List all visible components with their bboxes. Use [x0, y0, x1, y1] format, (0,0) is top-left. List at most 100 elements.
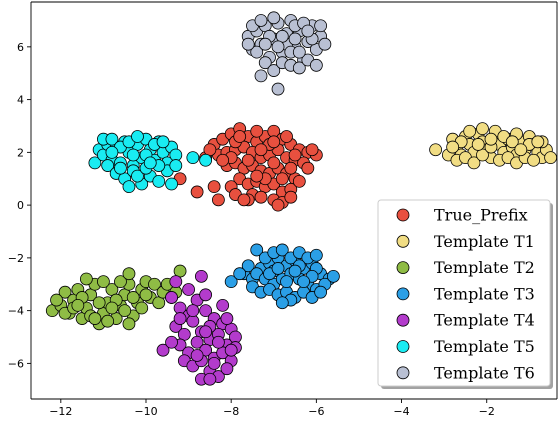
point-template-t5	[88, 156, 102, 170]
legend-marker-true-prefix	[396, 208, 410, 222]
point-template-t2	[114, 275, 127, 289]
x-axis-ticks: −12 −10 −8 −6 −4 −2	[49, 399, 495, 418]
point-template-t6	[309, 58, 323, 72]
point-template-t2	[148, 277, 161, 291]
y-tick-label: −2	[8, 252, 24, 265]
point-template-t5	[101, 159, 115, 172]
point-template-t4	[212, 335, 225, 349]
point-template-t3	[250, 243, 264, 257]
point-template-t5	[105, 145, 119, 159]
point-true-prefix	[288, 148, 302, 162]
point-template-t2	[71, 298, 85, 312]
point-template-t4	[199, 325, 213, 339]
point-template-t1	[467, 156, 481, 170]
point-template-t1	[531, 135, 545, 149]
point-template-t1	[429, 143, 443, 157]
point-template-t1	[463, 124, 477, 138]
x-tick-label: −10	[134, 405, 157, 418]
point-true-prefix	[284, 161, 298, 175]
point-template-t2	[58, 285, 72, 299]
point-template-t4	[190, 335, 204, 349]
point-template-t2	[105, 301, 119, 315]
point-template-t6	[301, 24, 315, 38]
point-true-prefix	[267, 135, 281, 149]
point-template-t3	[241, 259, 255, 273]
point-template-t3	[297, 275, 310, 289]
point-true-prefix	[275, 172, 289, 186]
x-tick-label: −6	[308, 405, 324, 418]
legend-label-template-t3: Template T3	[434, 284, 535, 303]
point-template-t2	[88, 312, 102, 325]
point-template-t6	[267, 64, 281, 77]
point-true-prefix	[190, 185, 204, 199]
legend-marker-template-t1	[396, 234, 410, 248]
legend: True_Prefix Template T1 Template T2 Templat…	[377, 199, 553, 389]
point-template-t5	[169, 159, 183, 172]
point-template-t1	[514, 143, 528, 157]
x-tick-label: −12	[49, 405, 72, 418]
point-template-t3	[271, 262, 285, 275]
point-template-t2	[126, 291, 140, 304]
point-true-prefix	[241, 153, 255, 167]
point-template-t6	[258, 56, 272, 70]
point-template-t4	[190, 349, 204, 362]
point-template-t6	[267, 11, 281, 25]
point-template-t6	[258, 37, 272, 51]
point-template-t2	[79, 272, 93, 286]
y-tick-label: 4	[17, 94, 24, 107]
point-true-prefix	[216, 153, 230, 167]
point-template-t3	[233, 267, 247, 281]
legend-marker-template-t6	[396, 366, 410, 380]
point-template-t4	[173, 312, 187, 325]
x-tick-label: −8	[223, 405, 239, 418]
point-template-t1	[484, 132, 498, 146]
point-template-t6	[292, 61, 306, 75]
point-template-t3	[275, 243, 289, 257]
point-true-prefix	[207, 180, 221, 194]
point-true-prefix	[305, 143, 319, 157]
point-true-prefix	[237, 193, 251, 207]
legend-label-template-t5: Template T5	[434, 337, 535, 356]
point-true-prefix	[267, 156, 281, 170]
legend-marker-template-t5	[396, 340, 410, 353]
point-template-t2	[50, 293, 63, 307]
x-tick-label: −2	[479, 405, 495, 418]
point-true-prefix	[254, 143, 268, 157]
legend-label-true-prefix: True_Prefix	[434, 206, 528, 225]
point-template-t3	[326, 269, 340, 283]
point-template-t5	[156, 135, 170, 149]
legend-label-template-t1: Template T1	[434, 232, 535, 251]
point-true-prefix	[250, 124, 264, 138]
point-template-t1	[544, 151, 558, 165]
point-template-t4	[216, 298, 230, 312]
point-template-t5	[165, 177, 178, 191]
x-tick-label: −4	[393, 405, 409, 418]
point-template-t1	[527, 153, 540, 167]
point-true-prefix	[254, 190, 268, 204]
point-template-t4	[156, 343, 170, 357]
point-template-t4	[220, 362, 234, 376]
point-template-t3	[288, 264, 302, 278]
point-template-t2	[92, 296, 106, 310]
point-true-prefix	[284, 190, 298, 204]
point-template-t1	[446, 140, 460, 154]
point-template-t3	[309, 248, 323, 262]
point-template-t5	[143, 156, 157, 170]
legend-marker-template-t3	[396, 287, 410, 301]
point-template-t4	[224, 343, 238, 357]
point-template-t5	[186, 151, 200, 165]
legend-box	[377, 199, 551, 387]
point-template-t3	[280, 275, 293, 289]
point-template-t6	[271, 40, 285, 54]
point-template-t5	[122, 180, 136, 194]
plot-frame	[30, 1, 558, 400]
legend-label-template-t6: Template T6	[434, 363, 535, 382]
point-true-prefix	[271, 198, 285, 212]
point-template-t5	[152, 174, 166, 188]
point-template-t5	[131, 130, 144, 143]
point-template-t4	[220, 312, 234, 325]
point-template-t1	[505, 135, 519, 149]
point-template-t4	[165, 335, 178, 349]
point-template-t4	[165, 291, 178, 304]
